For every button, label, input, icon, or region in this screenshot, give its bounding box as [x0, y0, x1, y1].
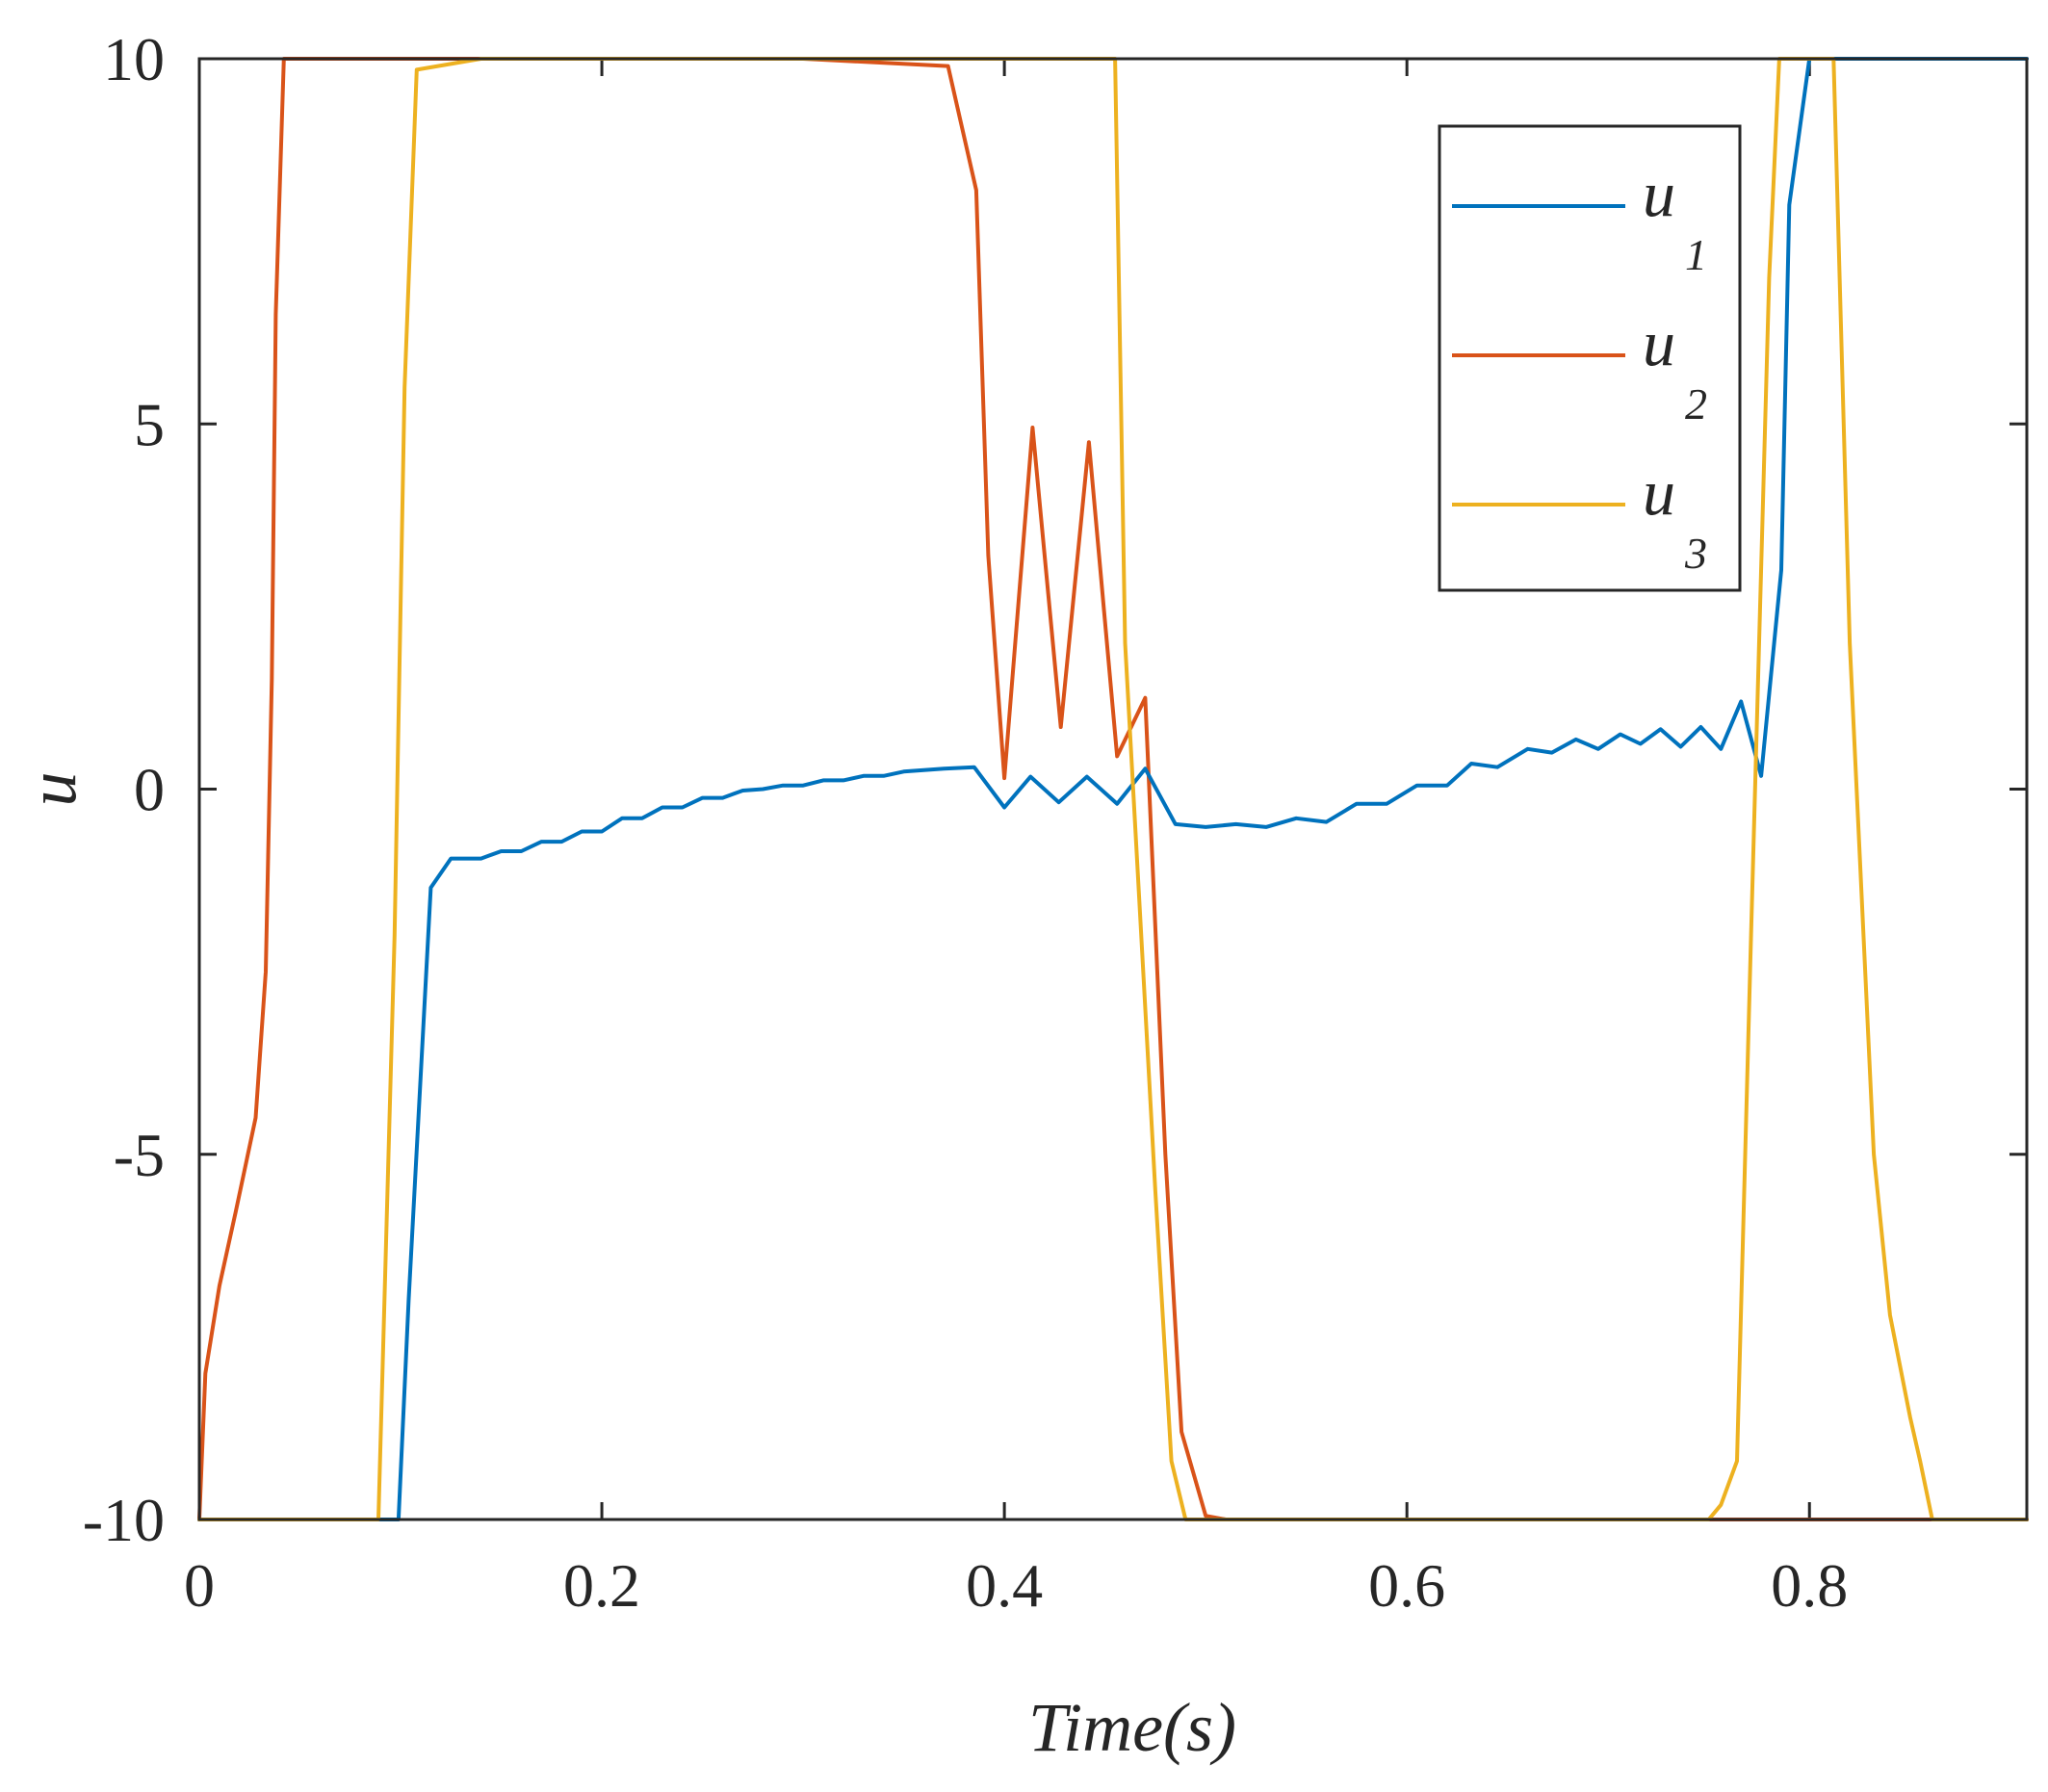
tick-labels: 0 0.2 0.4 0.6 0.8 -10 -5 0 5 10	[83, 25, 1849, 1620]
legend-subscript-u2: 2	[1685, 379, 1707, 429]
series-line-u1	[197, 57, 2029, 1521]
y-tick-label: -10	[83, 1486, 165, 1554]
y-tick-label: 5	[134, 390, 165, 458]
x-tick-label: 0.4	[966, 1551, 1043, 1620]
y-tick-label: 0	[134, 756, 165, 824]
y-axis-label: u	[13, 772, 91, 807]
x-axis-label: Time(s)	[1028, 1689, 1236, 1766]
y-tick-label: 10	[103, 25, 165, 93]
legend-subscript-u1: 1	[1685, 230, 1707, 279]
legend-subscript-u3: 3	[1684, 529, 1707, 578]
legend-label-u1: u	[1643, 157, 1675, 230]
x-tick-label: 0.2	[563, 1551, 640, 1620]
plot-frame	[197, 57, 2029, 1521]
legend-label-u3: u	[1643, 455, 1675, 529]
x-tick-label: 0	[184, 1551, 215, 1620]
y-tick-label: -5	[114, 1121, 165, 1189]
legend-label-u2: u	[1643, 306, 1675, 379]
series-line-u2	[197, 57, 2029, 1521]
legend-box	[1438, 124, 1742, 592]
x-tick-label: 0.6	[1368, 1551, 1445, 1620]
x-tick-label: 0.8	[1771, 1551, 1848, 1620]
